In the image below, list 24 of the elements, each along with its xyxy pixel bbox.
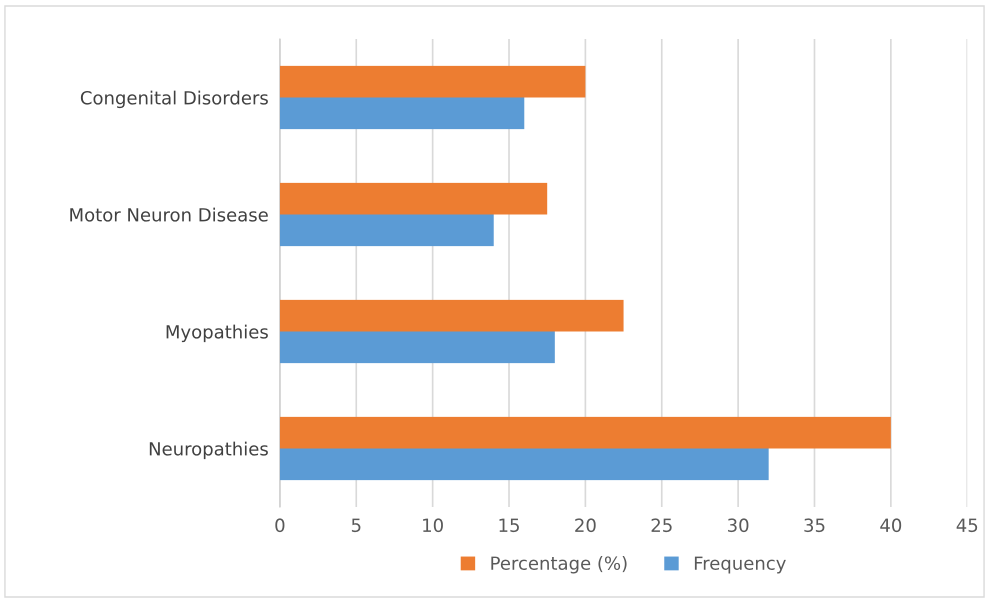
legend-label: Percentage (%) <box>491 556 627 574</box>
bar <box>280 98 524 130</box>
x-tick-label: 15 <box>500 518 519 532</box>
bar <box>280 448 769 480</box>
bar <box>280 332 555 364</box>
x-tick-label: 0 <box>275 518 284 532</box>
y-tick-label: Motor Neuron Disease <box>70 208 268 222</box>
bar <box>280 300 624 332</box>
x-tick-label: 25 <box>652 518 672 532</box>
bar <box>280 66 586 98</box>
y-tick-label: Myopathies <box>166 324 268 342</box>
x-tick-label: 40 <box>880 518 902 532</box>
x-tick-label: 30 <box>728 518 748 532</box>
x-tick-label: 20 <box>575 518 596 532</box>
x-tick-label: 5 <box>352 518 360 532</box>
y-tick-label: Congenital Disorders <box>80 90 268 108</box>
bar <box>280 214 494 246</box>
x-tick-label: 45 <box>956 518 978 532</box>
legend-label: Frequency <box>694 556 786 574</box>
x-tick-label: 10 <box>423 518 443 532</box>
bar <box>280 416 891 448</box>
y-tick-label: Neuropathies <box>150 442 268 460</box>
bar <box>280 182 548 214</box>
x-tick-label: 35 <box>804 518 824 532</box>
